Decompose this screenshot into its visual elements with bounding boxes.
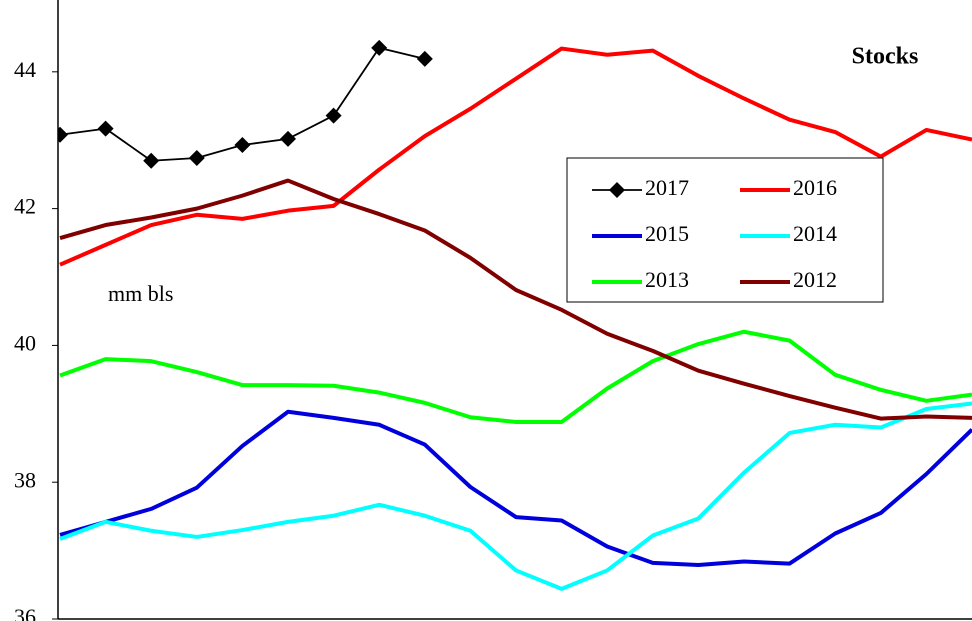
marker (143, 152, 160, 169)
marker (371, 39, 388, 56)
legend-label: 2017 (645, 175, 689, 200)
y-tick-label: 38 (14, 467, 36, 492)
marker (58, 126, 68, 143)
series-line (59, 401, 972, 591)
series-line (59, 409, 972, 567)
legend-label: 2016 (793, 175, 837, 200)
legend-marker (609, 182, 625, 198)
marker (97, 120, 114, 137)
y-tick-label: 36 (14, 604, 36, 621)
marker (416, 50, 433, 67)
chart-title: Stocks (852, 44, 919, 70)
y-tick-label: 42 (14, 194, 36, 219)
y-axis-label: mm bls (108, 281, 173, 306)
legend-label: 2014 (793, 221, 837, 246)
marker (234, 137, 251, 154)
marker (188, 149, 205, 166)
legend (566, 157, 884, 303)
marker (325, 107, 342, 124)
series-line (59, 329, 972, 425)
legend-label: 2015 (645, 221, 689, 246)
marker (280, 130, 296, 147)
legend-label: 2012 (793, 267, 837, 292)
series-line (59, 178, 972, 421)
legend-label: 2013 (645, 267, 689, 292)
plot-area (58, 39, 972, 591)
y-tick-label: 44 (14, 57, 36, 82)
series-line (59, 46, 972, 267)
y-tick-label: 40 (14, 330, 36, 355)
